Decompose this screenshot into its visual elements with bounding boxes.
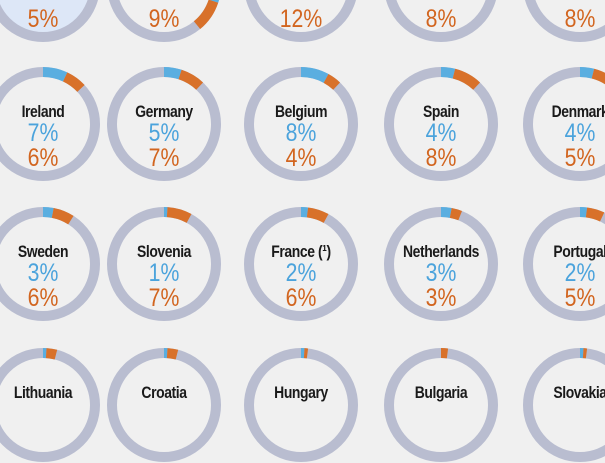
donut-slovakia: Slovakia <box>522 347 605 463</box>
country-name: Sweden <box>17 242 69 261</box>
country-name: Bulgaria <box>414 383 468 402</box>
donut-denmark: Denmark 4% 5% <box>522 66 605 182</box>
donut-slovenia: Slovenia 1% 7% <box>106 206 222 322</box>
orange-segment <box>384 348 498 462</box>
country-name: Slovakia <box>553 383 605 402</box>
donut-ring <box>244 207 358 321</box>
orange-value: 8% <box>425 5 457 33</box>
donut-croatia: Croatia <box>106 347 222 463</box>
donut-ring <box>384 348 498 462</box>
donut-ring <box>523 0 605 42</box>
orange-value: 7% <box>148 144 180 172</box>
donut-ring <box>384 67 498 181</box>
blue-value: 7% <box>27 119 59 147</box>
blue-segment <box>523 348 605 462</box>
country-name: Portugal <box>553 242 605 261</box>
orange-value: 3% <box>425 284 457 312</box>
blue-segment <box>107 67 221 181</box>
orange-value: 8% <box>564 5 596 33</box>
orange-value: 6% <box>27 144 59 172</box>
blue-value: 4% <box>425 119 457 147</box>
orange-value: 12% <box>279 5 323 33</box>
donut-ring <box>0 0 100 42</box>
orange-value: 7% <box>148 284 180 312</box>
blue-segment <box>523 67 605 181</box>
country-name: Denmark <box>551 102 605 121</box>
blue-segment <box>107 348 221 462</box>
donut-ring <box>384 0 498 42</box>
donut-france: France (¹) 2% 6% <box>243 206 359 322</box>
donut-belgium: Belgium 8% 4% <box>243 66 359 182</box>
donut-ring <box>107 0 221 42</box>
blue-value: 2% <box>285 259 317 287</box>
donut-ring <box>523 67 605 181</box>
donut-ring <box>523 207 605 321</box>
blue-segment <box>384 207 498 321</box>
donut-netherlands: Netherlands 3% 3% <box>383 206 499 322</box>
donut-portugal: Portugal 2% 5% <box>522 206 605 322</box>
donut-germany: Germany 5% 7% <box>106 66 222 182</box>
country-name: Hungary <box>274 383 328 402</box>
country-name: Belgium <box>274 102 328 121</box>
donut-item-1: 9% <box>106 0 222 43</box>
donut-hungary: Hungary <box>243 347 359 463</box>
country-name: Ireland <box>21 102 65 121</box>
blue-value: 1% <box>148 259 180 287</box>
orange-value: 5% <box>564 144 596 172</box>
blue-segment <box>244 67 358 181</box>
blue-value: 5% <box>148 119 180 147</box>
country-name: Lithuania <box>13 383 73 402</box>
donut-ring <box>107 67 221 181</box>
donut-item-0: 5% <box>0 0 101 43</box>
donut-bulgaria: Bulgaria <box>383 347 499 463</box>
donut-lithuania: Lithuania <box>0 347 101 463</box>
orange-value: 5% <box>564 284 596 312</box>
donut-item-4: 8% <box>522 0 605 43</box>
donut-ring <box>0 348 100 462</box>
blue-segment <box>244 348 358 462</box>
donut-ring <box>244 67 358 181</box>
country-name: Netherlands <box>402 242 480 261</box>
blue-segment <box>523 207 605 321</box>
country-name: Germany <box>135 102 193 121</box>
country-name: Croatia <box>141 383 187 402</box>
orange-value: 5% <box>27 5 59 33</box>
country-name: Slovenia <box>136 242 192 261</box>
country-name: France (¹) <box>271 242 331 261</box>
blue-value: 3% <box>27 259 59 287</box>
blue-value: 8% <box>285 119 317 147</box>
donut-spain: Spain 4% 8% <box>383 66 499 182</box>
donut-ring <box>107 348 221 462</box>
donut-item-3: 8% <box>383 0 499 43</box>
donut-ring <box>244 0 358 42</box>
donut-ring <box>244 348 358 462</box>
donut-ring <box>523 348 605 462</box>
donut-item-2: 12% <box>243 0 359 43</box>
donut-ring <box>384 207 498 321</box>
blue-value: 2% <box>564 259 596 287</box>
blue-segment <box>244 207 358 321</box>
donut-ireland: Ireland 7% 6% <box>0 66 101 182</box>
orange-value: 6% <box>27 284 59 312</box>
blue-segment <box>0 67 100 181</box>
orange-value: 8% <box>425 144 457 172</box>
orange-value: 4% <box>285 144 317 172</box>
country-name: Spain <box>423 102 459 121</box>
blue-segment <box>0 207 100 321</box>
donut-sweden: Sweden 3% 6% <box>0 206 101 322</box>
blue-segment <box>384 67 498 181</box>
blue-segment <box>0 348 100 462</box>
donut-ring <box>0 67 100 181</box>
blue-segment <box>107 207 221 321</box>
blue-value: 4% <box>564 119 596 147</box>
orange-value: 9% <box>148 5 180 33</box>
donut-ring <box>107 207 221 321</box>
orange-value: 6% <box>285 284 317 312</box>
blue-value: 3% <box>425 259 457 287</box>
donut-ring <box>0 207 100 321</box>
